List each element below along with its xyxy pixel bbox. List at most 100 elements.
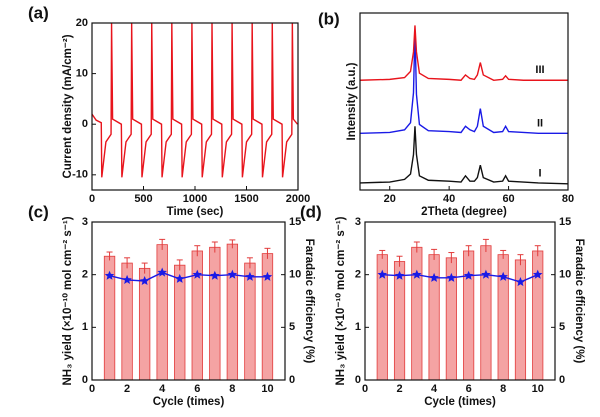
x-tick-label: 8 (500, 383, 506, 395)
star-marker (104, 270, 115, 280)
x-tick-label: 60 (502, 193, 514, 205)
y2-tick-label: 15 (289, 216, 301, 228)
x-axis-label: Time (sec) (167, 206, 224, 218)
y-tick-label: 0 (82, 118, 88, 130)
y-axis-label: Current density (mA/cm⁻²) (62, 34, 74, 178)
error-bar (500, 249, 507, 259)
bar (463, 250, 475, 380)
star-marker (498, 271, 508, 281)
y-tick-label: 2 (355, 269, 361, 281)
panel-label: (a) (28, 3, 49, 22)
star-marker (481, 269, 491, 279)
error-bar (141, 262, 148, 274)
y2-tick-label: 10 (559, 269, 571, 281)
x-tick-label: 1000 (183, 193, 207, 205)
x-tick-label: 0 (362, 383, 368, 395)
panel: (c) 0 2 4 6 8 10 0 1 2 3 0 5 10 15 Cycle (times) NH₃ yie… (28, 202, 315, 408)
x-tick-label: 6 (466, 383, 472, 395)
y-tick-label: -10 (72, 169, 88, 181)
error-bar (534, 245, 541, 257)
error-bar (124, 257, 131, 269)
error-bar (211, 241, 218, 253)
x-tick-label: 0 (89, 383, 95, 395)
y2-tick-label: 5 (289, 321, 295, 333)
error-bar (229, 239, 236, 249)
y-axis-label: Intensity (a.u.) (346, 62, 358, 140)
star-marker (174, 273, 185, 283)
series-label: II (537, 117, 543, 129)
x-axis-label: 2Theta (degree) (421, 206, 507, 218)
panel-label: (d) (300, 202, 322, 221)
frame (91, 221, 286, 381)
x-tick-label: 500 (134, 193, 152, 205)
y2-tick-label: 10 (289, 269, 301, 281)
error-bar (106, 251, 113, 261)
y-tick-label: 1 (82, 321, 88, 333)
star-marker (157, 267, 167, 277)
y2-tick-label: 15 (559, 216, 571, 228)
y-axis-label: NH₃ yield (×10⁻¹⁰ mol cm⁻² s⁻¹) (61, 216, 74, 385)
y-tick-label: 10 (76, 68, 88, 80)
x-tick-label: 40 (443, 193, 455, 205)
bar (226, 243, 239, 380)
x-tick-label: 10 (261, 383, 273, 395)
y-tick-label: 20 (76, 17, 88, 29)
series-label: III (535, 64, 544, 76)
bar (393, 261, 406, 380)
data-line (109, 271, 268, 282)
error-bar (413, 241, 420, 253)
star-marker (446, 272, 457, 282)
error-bar (465, 245, 472, 257)
star-marker (532, 269, 543, 279)
star-marker (210, 270, 220, 280)
star-marker (463, 270, 474, 280)
x-tick-label: 4 (159, 383, 166, 395)
error-bar (264, 247, 271, 259)
x-tick-label: 20 (384, 193, 396, 205)
y-axis-label: NH₃ yield (×10⁻¹⁰ mol cm⁻² s⁻¹) (334, 216, 347, 385)
x-axis-label: Cycle (times) (424, 396, 496, 408)
error-bar (159, 238, 166, 250)
star-marker (245, 271, 255, 281)
error-bar (246, 257, 253, 269)
frame (364, 221, 556, 381)
bar (209, 246, 221, 380)
x-axis-label: Cycle (times) (153, 396, 225, 408)
error-bar (176, 259, 183, 271)
x-tick-label: 6 (194, 383, 200, 395)
frame (359, 12, 569, 191)
x-tick-label: 8 (229, 383, 235, 395)
data-line (360, 30, 568, 135)
panel: (d) 0 2 4 6 8 10 0 1 2 3 0 5 10 15 Cycle (times) NH₃ yie… (300, 202, 585, 408)
x-tick-label: 2 (124, 383, 130, 395)
y2-tick-label: 0 (289, 374, 295, 386)
panel-label: (b) (318, 9, 340, 28)
bar (244, 262, 256, 380)
error-bar (431, 248, 438, 260)
data-line (360, 126, 568, 185)
star-marker (394, 270, 405, 280)
star-marker (192, 269, 203, 279)
error-bar (396, 255, 403, 267)
star-marker (227, 269, 238, 279)
plot-area (92, 23, 298, 178)
star-marker (122, 274, 132, 284)
star-marker (515, 277, 526, 287)
y-tick-label: 3 (82, 216, 88, 228)
y-tick-label: 3 (355, 216, 361, 228)
error-bar (517, 254, 524, 266)
star-marker (412, 269, 422, 279)
panel: (b) 20 40 60 80 2Theta (degree) Intensity (a.u… (318, 9, 574, 218)
star-marker (262, 271, 273, 281)
error-bar (482, 238, 489, 253)
data-line (360, 25, 568, 81)
y2-axis-label: Faradaic efficiency (%) (303, 239, 315, 364)
bar (174, 264, 186, 380)
x-tick-label: 2 (396, 383, 402, 395)
plot-area (103, 238, 274, 380)
x-tick-label: 10 (532, 383, 544, 395)
data-line (92, 23, 298, 178)
error-bar (379, 249, 386, 259)
